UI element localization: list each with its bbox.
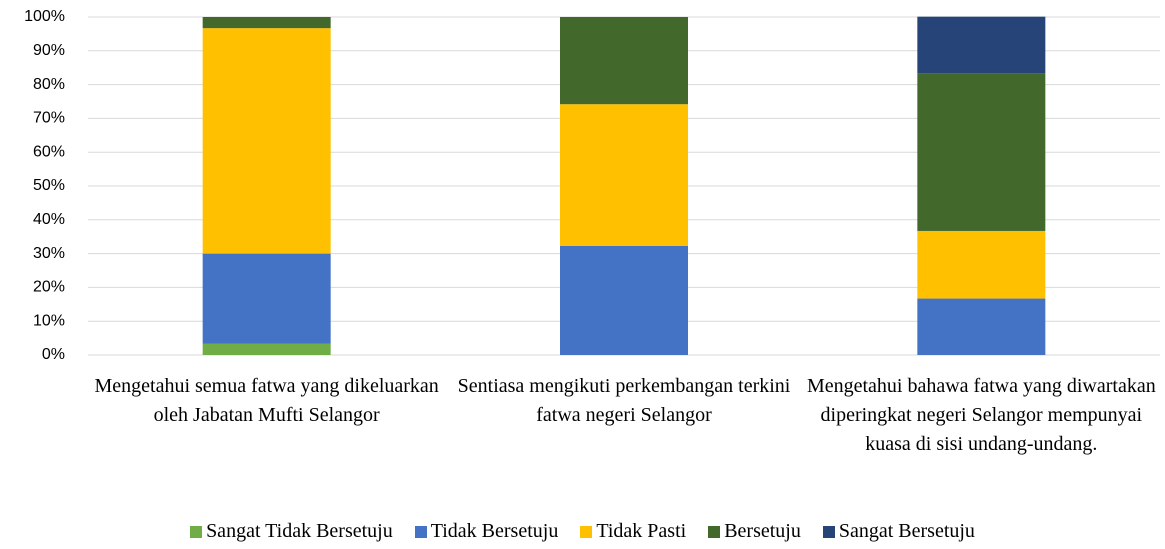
bar-segment xyxy=(917,298,1046,355)
y-tick-label: 40% xyxy=(33,211,65,228)
y-tick-label: 90% xyxy=(33,42,65,59)
x-tick-label: Sentiasa mengikuti perkembangan terkini … xyxy=(457,375,791,426)
y-tick-label: 0% xyxy=(42,346,65,363)
legend-swatch xyxy=(414,525,427,538)
bar-segment xyxy=(917,230,1046,299)
legend-label: Tidak Pasti xyxy=(596,520,687,542)
legend-item: Sangat Tidak Bersetuju xyxy=(190,520,393,543)
y-tick-label: 60% xyxy=(33,143,65,160)
legend-label: Tidak Bersetuju xyxy=(430,520,559,542)
bar-segment xyxy=(560,17,688,105)
legend: Sangat Tidak Bersetuju Tidak Bersetuju Tid… xyxy=(0,520,1165,543)
x-tick-label: Mengetahui bahawa fatwa yang diwartakan … xyxy=(806,375,1156,455)
bar-segment xyxy=(202,343,331,355)
legend-swatch xyxy=(580,525,593,538)
legend-item: Sangat Bersetuju xyxy=(822,520,975,543)
bar-segment xyxy=(917,73,1046,231)
legend-swatch xyxy=(822,525,835,538)
legend-item: Bersetuju xyxy=(708,520,801,543)
bar-segment xyxy=(560,245,688,355)
legend-label: Sangat Tidak Bersetuju xyxy=(206,520,393,542)
legend-item: Tidak Pasti xyxy=(580,520,686,543)
bar-segment xyxy=(202,253,331,344)
legend-label: Bersetuju xyxy=(724,520,801,542)
legend-item: Tidak Bersetuju xyxy=(414,520,559,543)
bar-segment xyxy=(560,104,688,246)
y-tick-label: 80% xyxy=(33,76,65,93)
bar-segment xyxy=(202,17,331,29)
y-tick-label: 70% xyxy=(33,110,65,127)
y-tick-label: 50% xyxy=(33,177,65,194)
bar-segment xyxy=(202,28,331,254)
legend-swatch xyxy=(708,525,721,538)
y-tick-label: 30% xyxy=(33,245,65,262)
legend-swatch xyxy=(190,525,203,538)
y-tick-label: 10% xyxy=(33,312,65,329)
bar-segment xyxy=(917,16,1046,74)
y-tick-label: 100% xyxy=(24,8,65,25)
legend-label: Sangat Bersetuju xyxy=(838,520,975,542)
x-tick-label: Mengetahui semua fatwa yang dikeluarkan … xyxy=(94,375,439,426)
y-tick-label: 20% xyxy=(33,279,65,296)
